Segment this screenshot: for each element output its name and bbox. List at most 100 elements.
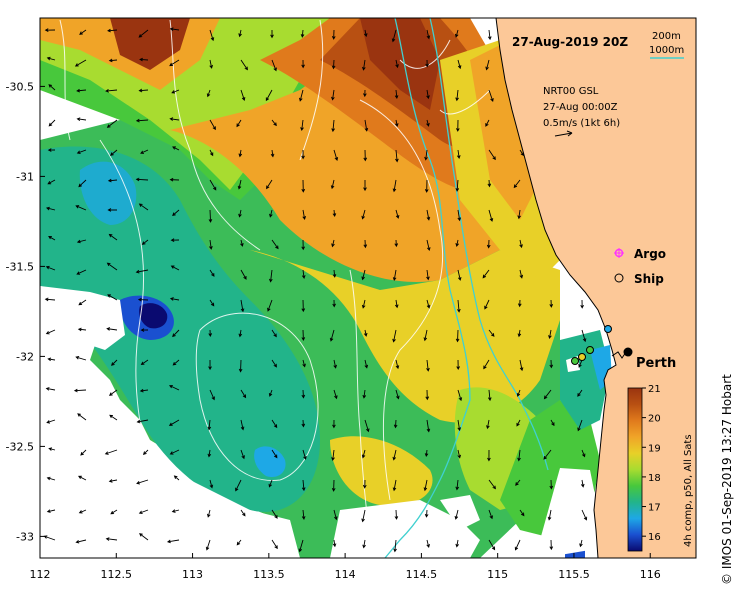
current-arrow [301, 389, 306, 399]
map-area[interactable] [40, 18, 696, 558]
current-arrow [455, 89, 459, 102]
x-tick-label: 115.5 [558, 568, 590, 581]
current-arrow [456, 359, 460, 371]
bathymetry-isobaths [384, 18, 549, 558]
current-arrow [363, 149, 368, 162]
ship-marker [586, 346, 594, 354]
current-arrow [515, 479, 521, 486]
current-arrow [486, 239, 491, 249]
current-arrow [166, 539, 180, 544]
current-arrow [140, 359, 149, 366]
current-arrow [271, 449, 278, 459]
current-arrow [238, 329, 243, 338]
current-arrow [519, 269, 524, 279]
current-arrow [455, 539, 460, 548]
current-arrow [168, 384, 180, 391]
current-arrow [140, 328, 149, 332]
map-title: 27-Aug-2019 20Z [512, 35, 628, 49]
city-label-perth: Perth [636, 356, 676, 371]
current-arrow [46, 476, 56, 481]
current-arrow [549, 299, 554, 308]
current-arrow [426, 269, 430, 281]
current-arrow [207, 419, 212, 431]
current-arrow [301, 59, 305, 69]
current-arrow [301, 299, 306, 313]
current-arrow [425, 389, 430, 401]
current-arrow [240, 269, 247, 280]
current-arrow [171, 509, 180, 513]
sea-surface-temperature-field [40, 18, 612, 558]
current-arrow [301, 239, 306, 251]
sea-level-contours [59, 19, 491, 541]
current-arrow [426, 89, 430, 100]
current-arrow [549, 479, 554, 490]
current-arrow [423, 329, 428, 342]
latitude-axis: -30.5 -31 -31.5 -32 -32.5 -33 [6, 80, 45, 543]
current-arrow [75, 205, 87, 211]
current-arrow [170, 265, 180, 271]
current-arrow [363, 89, 367, 98]
current-arrow [270, 29, 274, 39]
current-arrow [209, 299, 215, 307]
current-arrow [235, 479, 242, 492]
current-arrow [488, 89, 494, 103]
current-arrow [137, 297, 149, 302]
current-arrow [393, 419, 398, 429]
current-arrow [301, 419, 306, 428]
current-arrow [363, 179, 367, 192]
current-arrow [209, 389, 215, 401]
current-arrow [209, 179, 217, 191]
current-arrow [106, 119, 118, 128]
current-arrow [73, 388, 87, 393]
current-arrow [487, 449, 491, 462]
current-arrow [488, 539, 496, 551]
current-arrow [392, 269, 397, 282]
current-arrow [138, 509, 149, 515]
current-arrow [209, 119, 216, 131]
current-arrow [333, 359, 337, 369]
ship-legend-label: Ship [634, 272, 664, 286]
current-arrow [331, 29, 336, 40]
current-arrow [48, 84, 56, 91]
current-arrow [395, 359, 400, 370]
current-arrow [270, 149, 275, 158]
current-arrow [392, 179, 397, 193]
current-arrow [301, 509, 306, 520]
current-arrow [269, 269, 273, 283]
current-arrow [363, 329, 368, 337]
current-arrow [104, 449, 118, 455]
current-arrow [138, 29, 149, 38]
current-arrow [486, 419, 490, 430]
current-arrow [209, 149, 214, 157]
current-arrow [271, 59, 277, 72]
current-arrow [363, 29, 368, 38]
current-arrow [237, 179, 242, 190]
current-arrow [170, 238, 180, 242]
swan-river [611, 351, 631, 359]
x-tick-label: 113.5 [253, 568, 285, 581]
current-arrow [207, 509, 211, 518]
current-arrow [395, 59, 399, 69]
ship-marker [571, 357, 579, 365]
ship-marker [604, 325, 612, 333]
current-arrow [364, 419, 370, 433]
current-arrow [362, 479, 367, 489]
current-arrow [135, 177, 149, 182]
current-arrow [331, 59, 336, 70]
isobath-1000m [384, 18, 471, 558]
current-arrow [208, 209, 213, 223]
current-arrow [394, 89, 399, 100]
current-arrow [135, 118, 149, 123]
current-arrow [139, 388, 149, 393]
current-arrow [331, 239, 335, 248]
current-arrow [424, 509, 429, 518]
current-arrow [487, 179, 492, 188]
x-tick-label: 113 [182, 568, 203, 581]
current-arrow [78, 299, 87, 306]
current-arrow [47, 357, 56, 362]
current-arrow [578, 359, 583, 368]
current-arrow [332, 209, 337, 218]
current-arrow [423, 479, 428, 492]
current-arrow [394, 299, 399, 309]
